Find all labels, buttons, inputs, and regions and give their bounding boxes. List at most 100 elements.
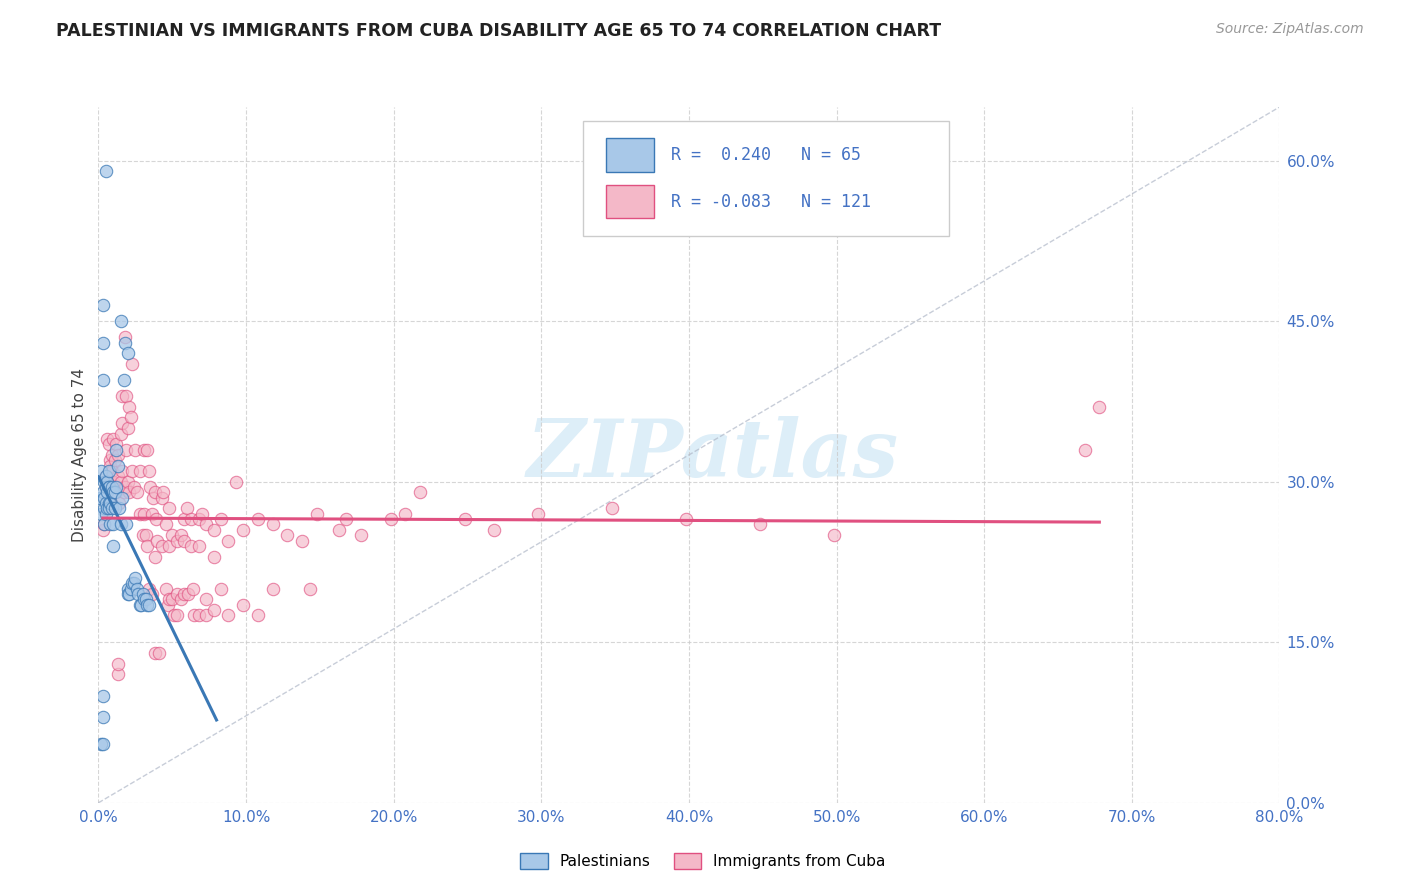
Point	[98, 453, 121, 467]
Point	[128, 598, 150, 612]
Point	[117, 475, 139, 489]
Point	[96, 485, 118, 500]
Point	[90, 507, 112, 521]
Point	[120, 582, 142, 596]
Point	[143, 549, 166, 564]
Point	[162, 528, 183, 542]
Point	[136, 442, 159, 457]
Point	[111, 491, 134, 505]
Point	[181, 582, 204, 596]
Point	[97, 496, 120, 510]
Point	[98, 475, 121, 489]
Point	[91, 335, 114, 350]
Point	[176, 501, 198, 516]
Point	[90, 737, 112, 751]
Point	[100, 480, 122, 494]
Point	[97, 480, 120, 494]
Point	[134, 442, 156, 457]
Point	[195, 517, 218, 532]
Point	[173, 533, 195, 548]
Point	[108, 501, 131, 516]
Point	[104, 480, 127, 494]
Point	[173, 512, 195, 526]
Y-axis label: Disability Age 65 to 74: Disability Age 65 to 74	[72, 368, 87, 542]
Point	[134, 592, 156, 607]
Point	[104, 501, 127, 516]
FancyBboxPatch shape	[606, 185, 654, 219]
Point	[117, 346, 139, 360]
Point	[97, 464, 120, 478]
Point	[104, 485, 127, 500]
Point	[91, 710, 114, 724]
Point	[91, 689, 114, 703]
Point	[111, 464, 134, 478]
Point	[93, 475, 115, 489]
Point	[187, 608, 209, 623]
Point	[170, 528, 193, 542]
Point	[155, 582, 177, 596]
Point	[276, 528, 298, 542]
Point	[139, 480, 162, 494]
Point	[122, 480, 145, 494]
Point	[135, 592, 157, 607]
Point	[328, 523, 350, 537]
Point	[150, 539, 173, 553]
Point	[110, 314, 132, 328]
Point	[94, 164, 117, 178]
Point	[157, 501, 180, 516]
Point	[180, 512, 202, 526]
Point	[94, 480, 117, 494]
Point	[108, 496, 131, 510]
Point	[117, 587, 139, 601]
FancyBboxPatch shape	[582, 121, 949, 235]
Point	[91, 298, 114, 312]
Point	[93, 491, 115, 505]
Point	[191, 507, 214, 521]
Point	[91, 373, 114, 387]
Point	[104, 453, 127, 467]
Point	[105, 442, 128, 457]
Point	[202, 549, 225, 564]
Point	[91, 485, 114, 500]
Point	[114, 480, 136, 494]
Point	[482, 523, 505, 537]
Point	[232, 598, 254, 612]
Point	[105, 480, 128, 494]
Point	[246, 608, 269, 623]
Point	[89, 491, 111, 505]
Point	[156, 598, 179, 612]
Point	[115, 517, 138, 532]
Point	[129, 598, 152, 612]
Point	[132, 587, 155, 601]
Point	[107, 458, 129, 473]
Point	[150, 491, 173, 505]
Point	[291, 533, 314, 548]
Point	[335, 512, 357, 526]
Point	[97, 501, 120, 516]
Point	[94, 496, 117, 510]
Point	[93, 517, 115, 532]
Point	[138, 582, 160, 596]
Point	[114, 335, 136, 350]
Point	[107, 448, 129, 462]
Point	[166, 608, 188, 623]
Point	[143, 646, 166, 660]
Point	[121, 464, 143, 478]
Point	[90, 464, 112, 478]
Point	[115, 442, 138, 457]
Point	[675, 512, 697, 526]
Point	[98, 496, 121, 510]
Point	[114, 330, 136, 344]
Point	[94, 480, 117, 494]
Point	[136, 539, 159, 553]
Point	[135, 528, 157, 542]
Point	[180, 539, 202, 553]
Point	[103, 485, 125, 500]
Point	[152, 485, 174, 500]
Point	[600, 501, 623, 516]
Point	[115, 389, 138, 403]
Point	[305, 507, 328, 521]
Point	[118, 400, 141, 414]
Point	[128, 464, 150, 478]
Text: PALESTINIAN VS IMMIGRANTS FROM CUBA DISABILITY AGE 65 TO 74 CORRELATION CHART: PALESTINIAN VS IMMIGRANTS FROM CUBA DISA…	[56, 22, 942, 40]
